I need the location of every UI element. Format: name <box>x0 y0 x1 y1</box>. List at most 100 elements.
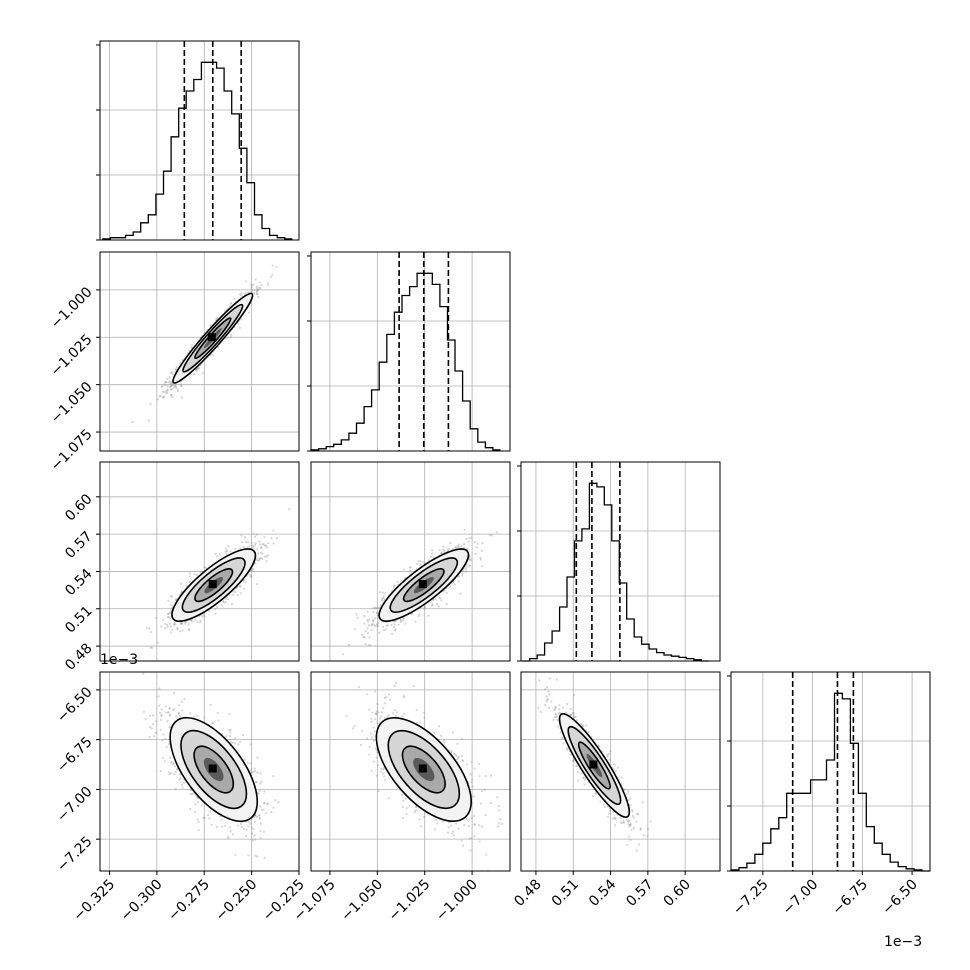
scatter-point <box>427 614 430 617</box>
scatter-point <box>176 627 179 630</box>
scatter-point <box>402 568 405 571</box>
scatter-point <box>172 709 175 712</box>
scatter-point <box>373 617 377 620</box>
scatter-point <box>364 642 367 646</box>
scatter-point <box>393 629 397 632</box>
scatter-point <box>430 601 433 604</box>
scatter-point <box>370 624 373 627</box>
scatter-point <box>463 528 466 531</box>
scatter-point <box>393 584 396 587</box>
scatter-point <box>254 814 257 817</box>
scatter-point <box>254 543 257 547</box>
scatter-point <box>150 630 153 634</box>
scatter-point <box>228 712 231 716</box>
scatter-point <box>149 726 152 729</box>
scatter-point <box>169 713 172 716</box>
scatter-point <box>252 545 255 548</box>
scatter-point <box>170 387 173 391</box>
scatter-point <box>461 569 464 572</box>
scatter-point <box>160 625 163 628</box>
scatter-point <box>179 773 182 776</box>
scatter-point <box>272 529 275 532</box>
scatter-point <box>181 629 184 632</box>
scatter-point <box>402 617 405 620</box>
scatter-point <box>240 318 243 321</box>
scatter-point <box>250 287 253 290</box>
scatter-point <box>234 590 237 594</box>
scatter-point <box>264 544 267 547</box>
scatter-point <box>275 537 278 540</box>
scatter-point <box>438 549 441 552</box>
marginal-panel-1 <box>307 251 511 452</box>
scatter-point <box>240 534 243 537</box>
scatter-point <box>183 622 187 625</box>
scatter-point <box>252 532 255 535</box>
scatter-point <box>399 620 402 623</box>
scatter-point <box>260 546 263 549</box>
scatter-point <box>362 635 365 639</box>
pair-panel-0-2 <box>99 461 300 662</box>
marginal-panel-2 <box>517 461 721 662</box>
scatter-point <box>442 548 445 551</box>
scatter-point <box>169 772 173 775</box>
scatter-point <box>164 384 167 387</box>
scatter-point <box>194 803 197 806</box>
scatter-point <box>458 575 461 578</box>
scatter-point <box>262 808 265 811</box>
scatter-point <box>232 593 235 596</box>
scatter-point <box>254 278 257 281</box>
scatter-point <box>168 773 171 776</box>
scatter-point <box>202 613 205 616</box>
panel-contents <box>100 252 299 451</box>
scatter-point <box>490 534 493 537</box>
scatter-point <box>466 566 469 569</box>
scatter-point <box>167 616 170 619</box>
scatter-point <box>223 309 226 312</box>
scatter-point <box>173 692 176 695</box>
scatter-point <box>353 628 357 631</box>
scatter-point <box>225 550 228 553</box>
scatter-point <box>464 570 468 573</box>
scatter-point <box>367 624 370 627</box>
scatter-point <box>266 803 269 806</box>
scatter-point <box>248 545 251 548</box>
scatter-point <box>171 395 174 398</box>
scatter-point <box>473 540 476 544</box>
scatter-point <box>203 816 206 819</box>
scatter-point <box>376 623 379 626</box>
scatter-point <box>266 546 269 549</box>
scatter-point <box>227 728 230 731</box>
scatter-point <box>150 646 154 650</box>
scatter-point <box>255 285 258 288</box>
scatter-point <box>244 536 247 539</box>
scatter-point <box>470 536 473 539</box>
scatter-point <box>170 371 174 374</box>
scatter-point <box>165 391 168 394</box>
scatter-point <box>166 625 169 628</box>
scatter-point <box>166 392 169 395</box>
scatter-point <box>247 821 250 824</box>
scatter-point <box>229 738 232 741</box>
scatter-point <box>377 606 380 609</box>
scatter-point <box>187 628 191 631</box>
scatter-point <box>167 613 170 616</box>
scatter-point <box>376 611 379 615</box>
scatter-point <box>163 760 166 763</box>
scatter-point <box>255 289 259 292</box>
scatter-point <box>369 644 372 647</box>
scatter-point <box>263 856 266 859</box>
panel-frame <box>99 251 300 452</box>
scatter-point <box>243 587 246 591</box>
scatter-point <box>375 606 379 610</box>
panels-layer <box>96 40 931 872</box>
scatter-point <box>468 537 471 540</box>
scatter-point <box>195 369 198 372</box>
scatter-point <box>259 782 262 785</box>
scatter-point <box>391 632 394 635</box>
scatter-point <box>366 632 369 635</box>
scatter-point <box>257 286 260 289</box>
scatter-point <box>417 560 420 563</box>
scatter-point <box>170 393 173 396</box>
scatter-point <box>195 369 198 372</box>
scatter-point <box>175 715 178 718</box>
